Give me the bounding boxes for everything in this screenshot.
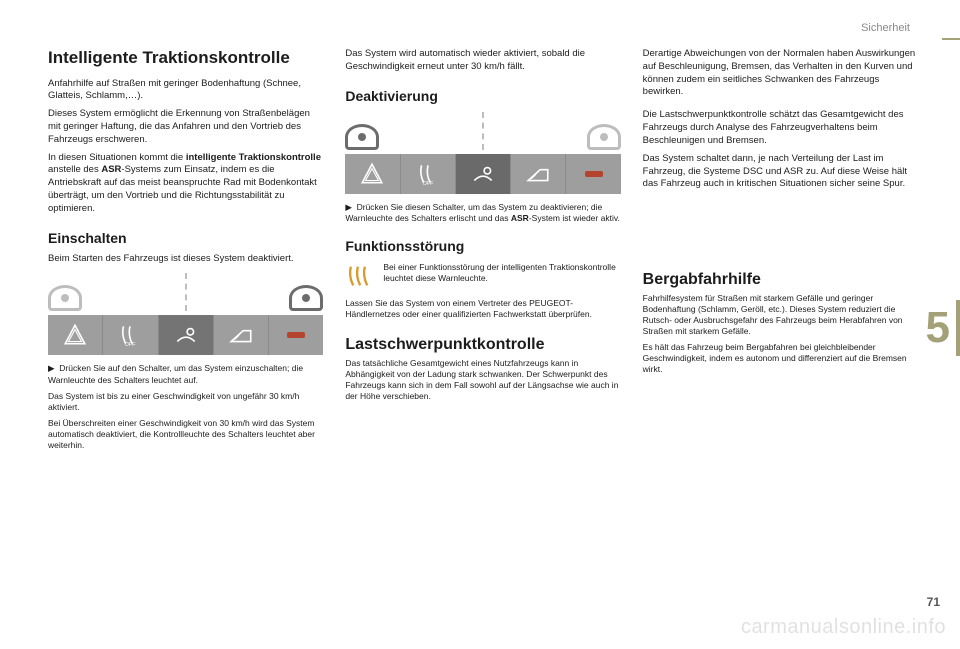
service-text: Lassen Sie das System von einem Vertrete…	[345, 298, 620, 320]
berg-text-2: Es hält das Fahrzeug beim Bergabfahren b…	[643, 342, 918, 375]
page-number: 71	[927, 595, 940, 609]
top-note: Das System wird automatisch wieder aktiv…	[345, 48, 620, 74]
svg-text:OFF: OFF	[422, 180, 434, 186]
red-indicator	[269, 315, 323, 355]
switch-panel-on: OFF	[48, 273, 323, 355]
after-1: Das System ist bis zu einer Geschwindigk…	[48, 391, 323, 413]
heading-bergabfahrhilfe: Bergabfahrhilfe	[643, 271, 918, 289]
heading-deaktivierung: Deaktivierung	[345, 88, 620, 104]
divider	[185, 273, 187, 311]
section-header: Sicherheit	[861, 22, 910, 34]
warning-text: Bei einer Funktionsstörung der intellige…	[383, 262, 620, 284]
divider	[482, 112, 484, 150]
svg-text:OFF: OFF	[125, 342, 137, 348]
watermark: carmanualsonline.info	[741, 616, 946, 639]
steering-icon	[48, 285, 82, 311]
steering-icon	[587, 124, 621, 150]
heading-funktionsstoerung: Funktionsstörung	[345, 238, 620, 254]
last-text: Das tatsächliche Gesamtgewicht eines Nut…	[345, 358, 620, 402]
red-indicator	[566, 154, 620, 194]
col3-p2: Die Lastschwerpunktkontrolle schätzt das…	[643, 109, 918, 147]
bullet-einschalten: ▶ Drücken Sie auf den Schalter, um das S…	[48, 363, 323, 385]
berg-text-1: Fahrhilfesystem für Straßen mit starkem …	[643, 293, 918, 337]
esp-off-button: OFF	[401, 154, 456, 194]
column-1: Intelligente Traktionskontrolle Anfahrhi…	[48, 48, 323, 587]
column-2: Das System wird automatisch wieder aktiv…	[345, 48, 620, 587]
accent-bar	[942, 38, 960, 40]
snow-mode-button	[456, 154, 511, 194]
bullet-deaktivieren: ▶ Drücken Sie diesen Schalter, um das Sy…	[345, 202, 620, 224]
einschalten-text: Beim Starten des Fahrzeugs ist dieses Sy…	[48, 253, 323, 266]
esp-off-button: OFF	[103, 315, 158, 355]
button-strip: OFF	[48, 315, 323, 355]
snow-mode-button	[159, 315, 214, 355]
title-traktion: Intelligente Traktionskontrolle	[48, 48, 323, 68]
col3-p1: Derartige Abweichungen von der Normalen …	[643, 48, 918, 99]
col3-p3: Das System schaltet dann, je nach Vertei…	[643, 153, 918, 191]
content-columns: Intelligente Traktionskontrolle Anfahrhi…	[48, 48, 918, 587]
warning-lamp-icon	[345, 262, 373, 290]
warning-note: Bei einer Funktionsstörung der intellige…	[345, 262, 620, 290]
intro-3: In diesen Situationen kommt die intellig…	[48, 152, 323, 216]
descent-button	[214, 315, 269, 355]
chapter-number: 5	[926, 306, 950, 350]
heading-einschalten: Einschalten	[48, 230, 323, 246]
column-3: Derartige Abweichungen von der Normalen …	[643, 48, 918, 587]
chapter-marker: 5	[926, 300, 960, 356]
switch-panel-off: OFF	[345, 112, 620, 194]
after-2: Bei Überschreiten einer Geschwindigkeit …	[48, 418, 323, 451]
button-strip: OFF	[345, 154, 620, 194]
intro-2: Dieses System ermöglicht die Erkennung v…	[48, 108, 323, 146]
steering-icon	[345, 124, 379, 150]
heading-lastschwerpunkt: Lastschwerpunktkontrolle	[345, 336, 620, 354]
hazard-button	[48, 315, 103, 355]
intro-1: Anfahrhilfe auf Straßen mit geringer Bod…	[48, 78, 323, 104]
chapter-bar	[956, 300, 960, 356]
hazard-button	[345, 154, 400, 194]
descent-button	[511, 154, 566, 194]
steering-icon	[289, 285, 323, 311]
